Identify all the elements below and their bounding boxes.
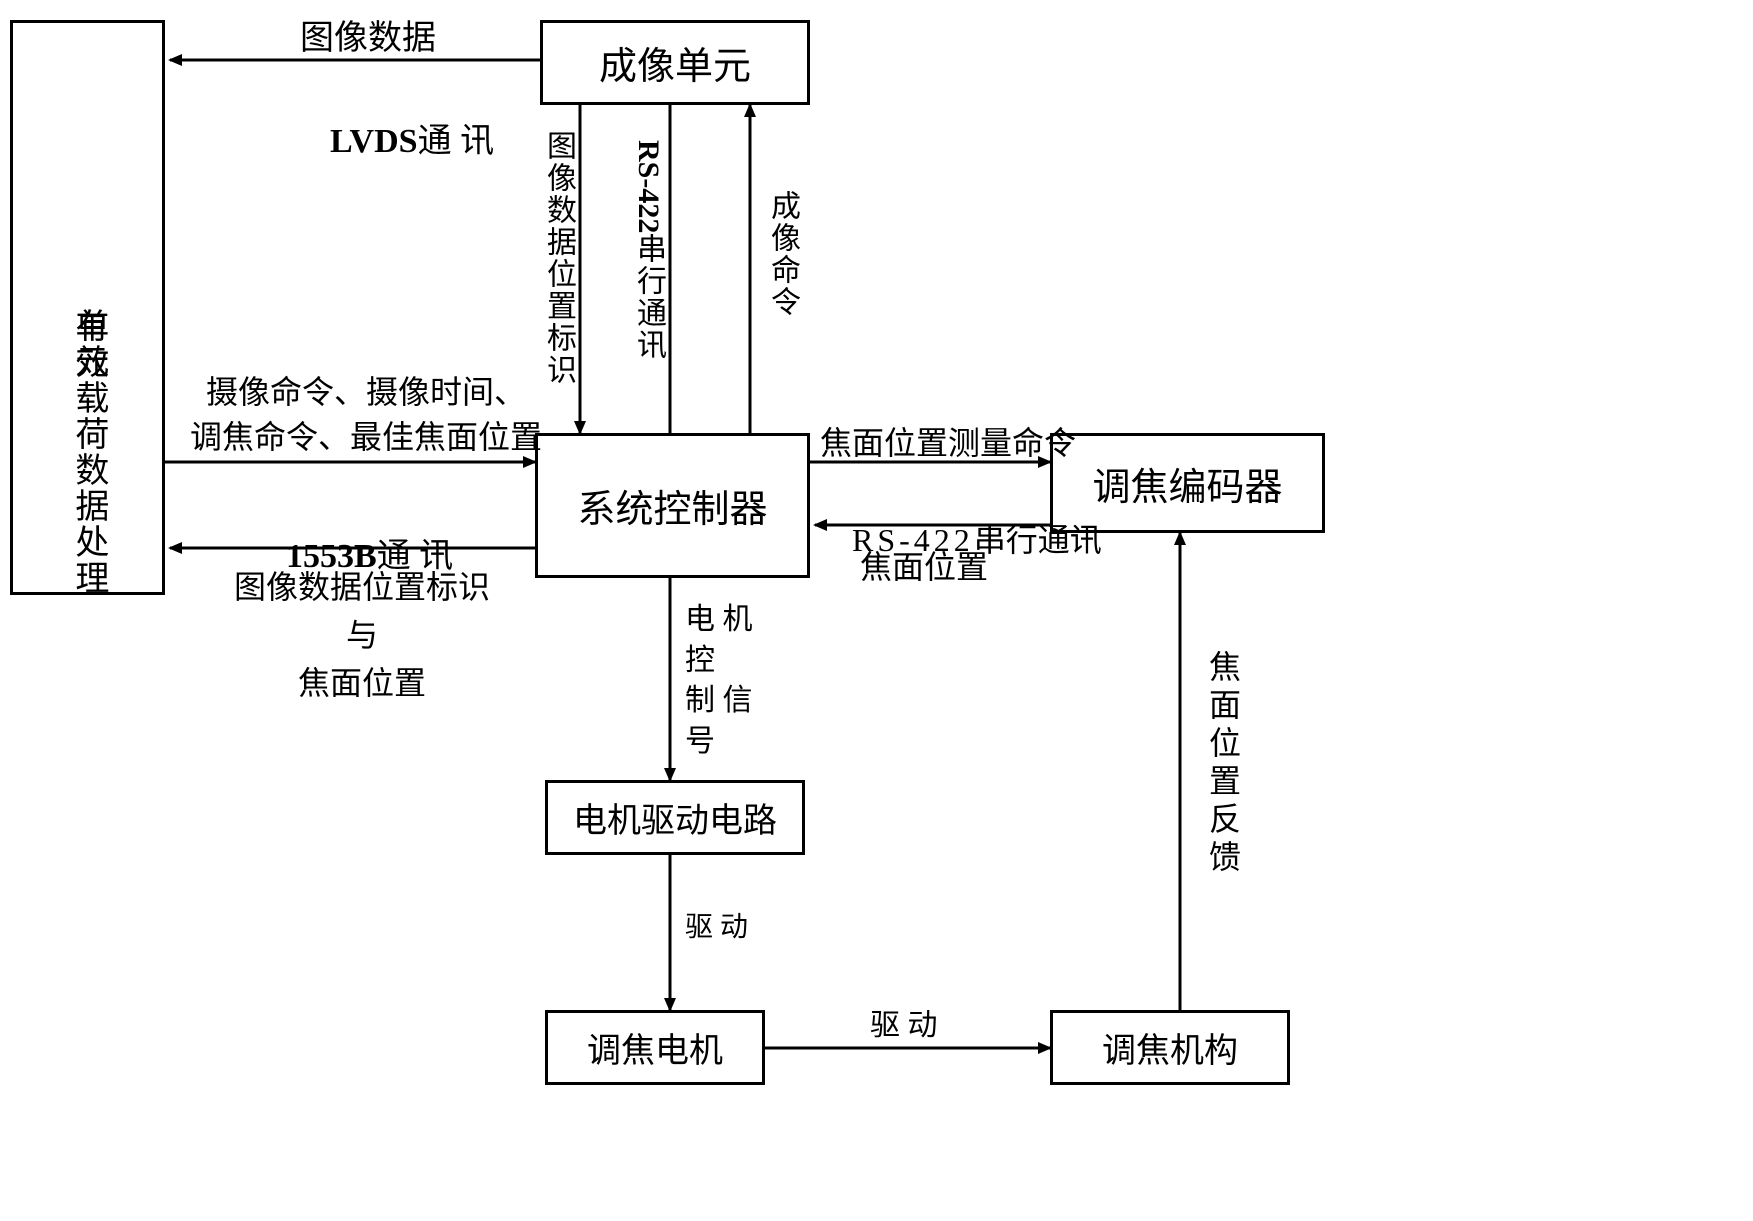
box-payload: 有效载荷数据处理 单元 <box>10 20 165 595</box>
box-driver: 电机驱动电路 <box>545 780 805 855</box>
rs422h-rest: 串行通讯 <box>974 522 1102 558</box>
label-focal-pos: 焦面位置 <box>860 542 988 588</box>
box-controller: 系统控制器 <box>535 433 810 578</box>
label-imaging-cmd: 成像命令 <box>760 190 804 318</box>
label-motor-ctrl: 电 机 控制 信 号 <box>685 600 785 762</box>
payload-col2: 单元 <box>61 308 114 380</box>
box-motor: 调焦电机 <box>545 1010 765 1085</box>
label-cam-cmd: 摄像命令、摄像时间、 调焦命令、最佳焦面位置 <box>190 370 542 460</box>
label-lvds: LVDS通 讯 <box>296 75 494 200</box>
label-img-data: 图像数据 <box>300 10 436 59</box>
label-rs422-vert: RS-422串行通讯 <box>626 140 670 361</box>
label-img-pos-mark: 图像数据位置标识 <box>536 130 580 386</box>
rs422-bold: RS-422 <box>632 140 665 233</box>
label-img-pos-focal: 图像数据位置标识 与 焦面位置 <box>222 563 502 707</box>
box-imaging: 成像单元 <box>540 20 810 105</box>
imaging-text: 成像单元 <box>599 35 751 90</box>
controller-text: 系统控制器 <box>577 478 767 533</box>
encoder-text: 调焦编码器 <box>1092 456 1282 511</box>
label-drive2: 驱 动 <box>870 1000 938 1044</box>
lvds-rest: 通 讯 <box>418 123 495 160</box>
diagram-canvas: 有效载荷数据处理 单元 成像单元 系统控制器 调焦编码器 电机驱动电路 调焦电机… <box>0 0 1753 1221</box>
mech-text: 调焦机构 <box>1102 1023 1238 1072</box>
label-drive1: 驱 动 <box>685 905 748 945</box>
rs422-rest: 串行通讯 <box>632 233 665 361</box>
label-focal-feedback: 焦面位置反馈 <box>1200 650 1246 878</box>
label-focal-meas-cmd: 焦面位置测量命令 <box>820 418 1076 464</box>
motor-text: 调焦电机 <box>587 1023 723 1072</box>
driver-text: 电机驱动电路 <box>573 793 777 842</box>
box-mech: 调焦机构 <box>1050 1010 1290 1085</box>
lvds-bold: LVDS <box>330 123 418 160</box>
